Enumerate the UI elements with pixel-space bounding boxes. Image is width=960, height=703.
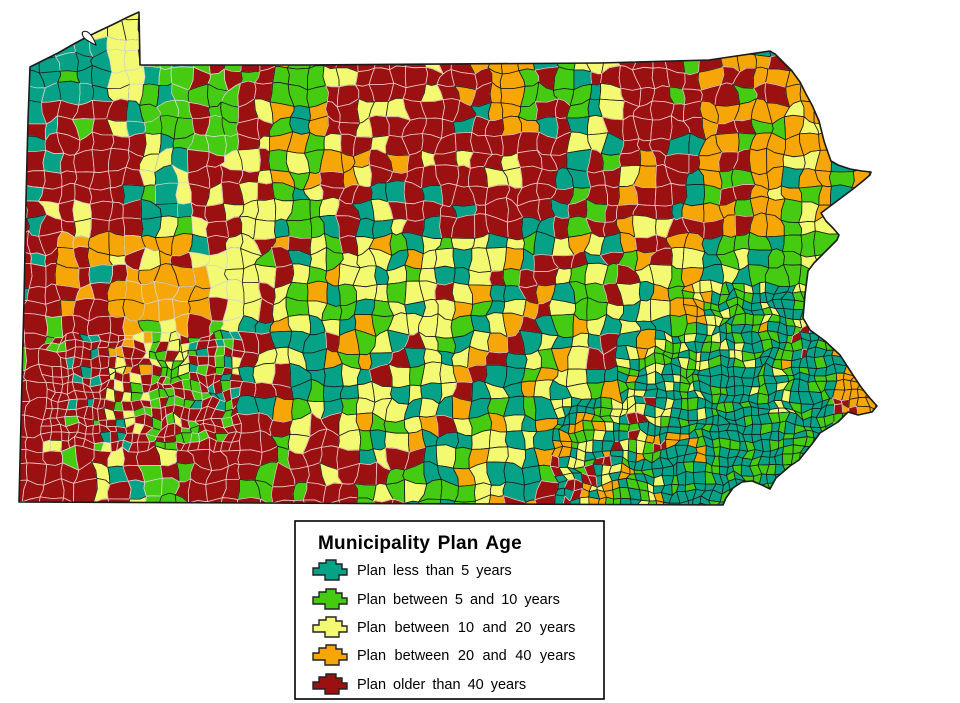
svg-text:Municipality Plan Age: Municipality Plan Age [318, 533, 522, 554]
svg-text:Plan less than 5 years: Plan less than 5 years [357, 563, 512, 579]
svg-text:Plan between 5 and 10 years: Plan between 5 and 10 years [357, 592, 560, 608]
svg-text:Plan older than 40 years: Plan older than 40 years [357, 677, 526, 693]
svg-text:Plan between 10 and 20 years: Plan between 10 and 20 years [357, 620, 575, 636]
svg-text:Plan between 20 and 40 years: Plan between 20 and 40 years [357, 648, 575, 664]
